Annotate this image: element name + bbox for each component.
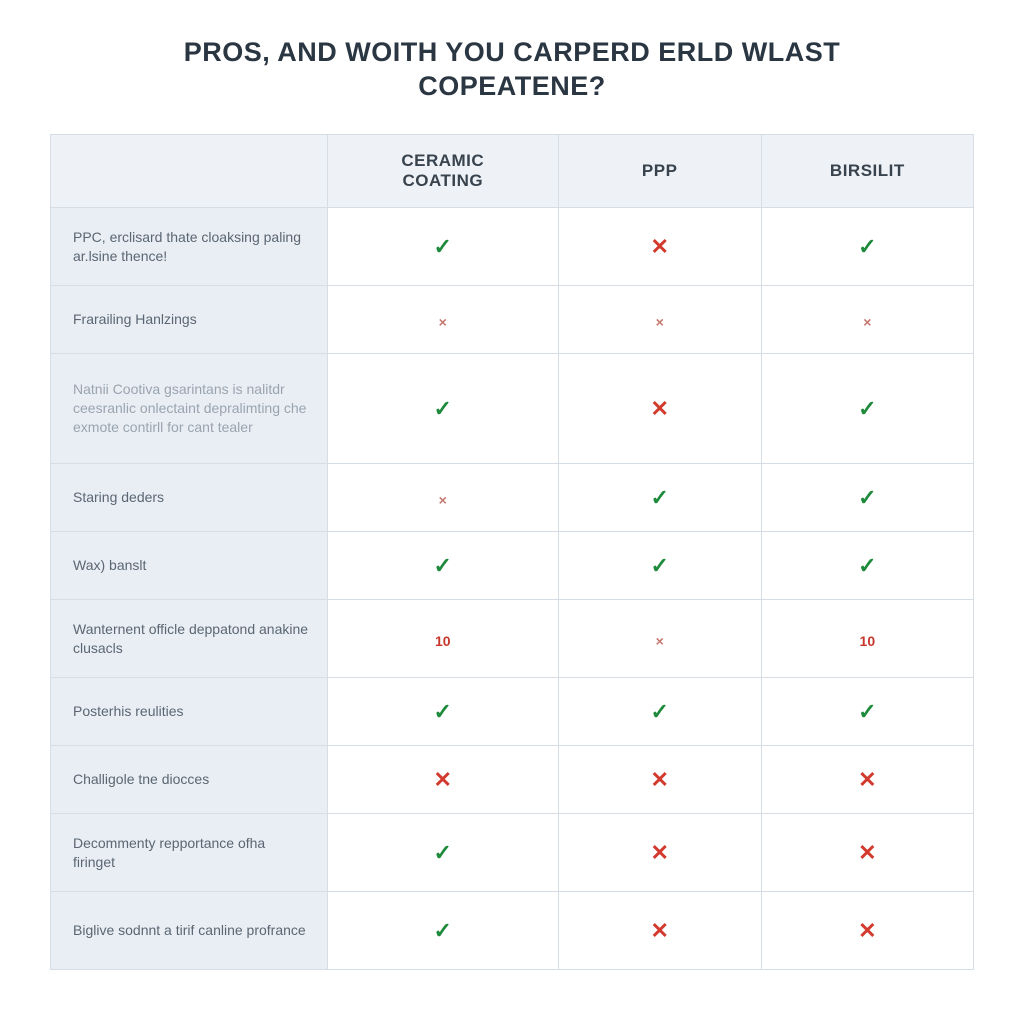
table-row: Biglive sodnnt a tirif canline profrance…	[51, 892, 974, 970]
cell: ✓	[327, 892, 558, 970]
cell: ✓	[327, 354, 558, 464]
col-header-1: CERAMICCOATING	[327, 134, 558, 208]
cell: ✕	[558, 892, 761, 970]
feature-label: Wanternent officle deppatond anakine clu…	[51, 600, 328, 678]
feature-label: Challigole tne diocces	[51, 746, 328, 814]
title-line-1: PROS, AND WOITH YOU CARPERD ERLD WLAST	[50, 36, 974, 70]
table-body: PPC, erclisard thate cloaksing paling ar…	[51, 208, 974, 970]
check-icon: ✓	[858, 234, 876, 260]
comparison-table: CERAMICCOATINGPPPBIRSILIT PPC, erclisard…	[50, 134, 974, 971]
col-header-feature	[51, 134, 328, 208]
cell: ✕	[761, 892, 973, 970]
check-icon: ✓	[858, 699, 876, 725]
check-icon: ✓	[858, 553, 876, 579]
check-icon: ✓	[650, 485, 668, 511]
cell: ✕	[761, 814, 973, 892]
cross-icon: ✕	[434, 767, 452, 793]
cross-icon: ✕	[650, 840, 668, 866]
check-icon: ✓	[434, 234, 452, 260]
cross-icon: ✕	[650, 918, 668, 944]
cell-value: 10	[860, 633, 876, 649]
feature-label: PPC, erclisard thate cloaksing paling ar…	[51, 208, 328, 286]
cross-icon: ×	[656, 633, 664, 649]
table-row: Wax) banslt ✓ ✓ ✓	[51, 532, 974, 600]
cell-value: 10	[435, 633, 451, 649]
cross-icon: ×	[439, 314, 447, 330]
cell: ✓	[761, 678, 973, 746]
feature-label: Frarailing Hanlzings	[51, 286, 328, 354]
cell: 10	[761, 600, 973, 678]
cell: ×	[761, 286, 973, 354]
cross-icon: ✕	[650, 767, 668, 793]
cell: ✕	[761, 746, 973, 814]
cross-icon: ×	[439, 492, 447, 508]
table-header: CERAMICCOATINGPPPBIRSILIT	[51, 134, 974, 208]
feature-label: Posterhis reulities	[51, 678, 328, 746]
check-icon: ✓	[650, 699, 668, 725]
table-row: Decommenty repportance ofha firinget ✓ ✕ ✕	[51, 814, 974, 892]
table-row: PPC, erclisard thate cloaksing paling ar…	[51, 208, 974, 286]
cross-icon: ×	[863, 314, 871, 330]
table-row: Frarailing Hanlzings × × ×	[51, 286, 974, 354]
col-header-2: PPP	[558, 134, 761, 208]
check-icon: ✓	[434, 918, 452, 944]
cross-icon: ✕	[650, 234, 668, 260]
col-header-3: BIRSILIT	[761, 134, 973, 208]
table-row: Staring deders × ✓ ✓	[51, 464, 974, 532]
check-icon: ✓	[434, 840, 452, 866]
cross-icon: ✕	[858, 840, 876, 866]
feature-label: Decommenty repportance ofha firinget	[51, 814, 328, 892]
check-icon: ✓	[434, 699, 452, 725]
cell: ×	[558, 286, 761, 354]
cross-icon: ×	[656, 314, 664, 330]
cell: ✓	[761, 532, 973, 600]
cell: ✕	[327, 746, 558, 814]
cross-icon: ✕	[858, 918, 876, 944]
check-icon: ✓	[858, 396, 876, 422]
table-row: Posterhis reulities ✓ ✓ ✓	[51, 678, 974, 746]
cell: ✓	[327, 814, 558, 892]
cell: ✓	[558, 532, 761, 600]
table-row: Wanternent officle deppatond anakine clu…	[51, 600, 974, 678]
cell: ×	[327, 286, 558, 354]
feature-label: Natnii Cootiva gsarintans is nalitdr cee…	[51, 354, 328, 464]
cell: ✕	[558, 354, 761, 464]
page-title: PROS, AND WOITH YOU CARPERD ERLD WLAST C…	[50, 36, 974, 104]
cell: ✓	[558, 464, 761, 532]
title-line-2: COPEATENE?	[50, 70, 974, 104]
cell: ×	[327, 464, 558, 532]
check-icon: ✓	[434, 396, 452, 422]
cell: 10	[327, 600, 558, 678]
check-icon: ✓	[650, 553, 668, 579]
cell: ✓	[327, 208, 558, 286]
check-icon: ✓	[858, 485, 876, 511]
feature-label: Staring deders	[51, 464, 328, 532]
cell: ✓	[327, 532, 558, 600]
table-row: Challigole tne diocces ✕ ✕ ✕	[51, 746, 974, 814]
cross-icon: ✕	[858, 767, 876, 793]
cell: ×	[558, 600, 761, 678]
feature-label: Biglive sodnnt a tirif canline profrance	[51, 892, 328, 970]
cell: ✓	[761, 354, 973, 464]
cross-icon: ✕	[650, 396, 668, 422]
cell: ✕	[558, 814, 761, 892]
check-icon: ✓	[434, 553, 452, 579]
cell: ✓	[761, 464, 973, 532]
cell: ✓	[327, 678, 558, 746]
table-row: Natnii Cootiva gsarintans is nalitdr cee…	[51, 354, 974, 464]
cell: ✕	[558, 208, 761, 286]
feature-label: Wax) banslt	[51, 532, 328, 600]
cell: ✓	[761, 208, 973, 286]
cell: ✓	[558, 678, 761, 746]
cell: ✕	[558, 746, 761, 814]
